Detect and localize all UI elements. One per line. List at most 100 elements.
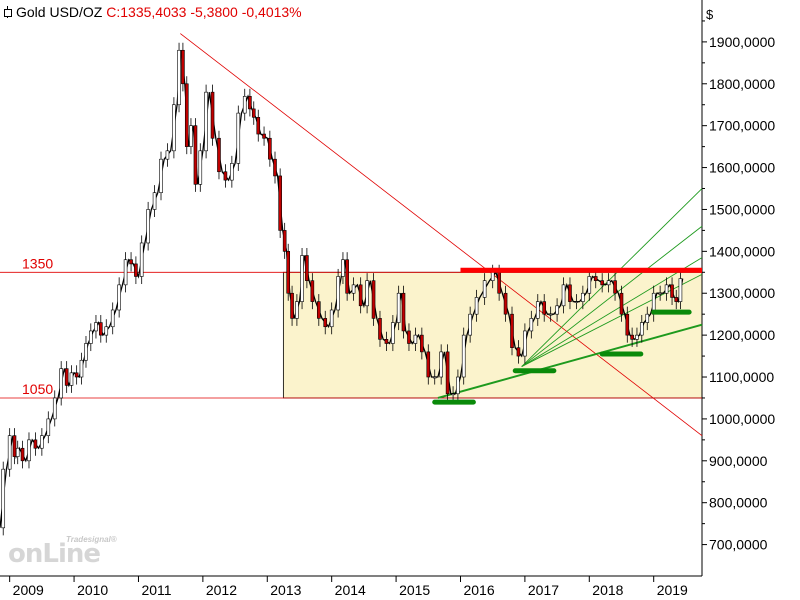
- y-tick-label: 1300,0000: [709, 285, 775, 301]
- candle-body: [542, 301, 547, 315]
- x-tick-label: 2012: [206, 582, 237, 598]
- candle-body: [396, 292, 401, 323]
- y-tick-label: 1600,0000: [709, 160, 775, 176]
- candle-body: [497, 271, 501, 294]
- y-tick-label: 1500,0000: [709, 201, 775, 217]
- candle-body: [52, 397, 57, 420]
- candle-body: [568, 284, 572, 302]
- candle-body: [365, 280, 369, 307]
- candle-body: [574, 301, 579, 303]
- candle-body: [110, 309, 115, 328]
- candle-body: [12, 435, 17, 457]
- candle-body: [378, 318, 382, 340]
- x-tick-label: 2016: [463, 582, 494, 598]
- candle-body: [658, 292, 662, 295]
- y-tick-label: 1700,0000: [709, 118, 775, 134]
- candle-body: [282, 230, 287, 252]
- candle-body: [316, 301, 321, 319]
- candle-body: [329, 309, 334, 328]
- candle-body: [510, 313, 514, 348]
- y-tick-label: 1000,0000: [709, 411, 775, 427]
- candle-body: [561, 284, 566, 307]
- support-resistance-layer: [432, 267, 702, 405]
- downtrend-line: [180, 33, 703, 436]
- candle-body: [474, 297, 479, 315]
- candle-body: [670, 284, 674, 298]
- candle-body: [371, 280, 376, 319]
- x-tick-label: 2018: [592, 582, 623, 598]
- candle-body: [177, 49, 181, 106]
- candle-body: [251, 108, 256, 118]
- candle-body: [268, 137, 272, 160]
- candle-body: [64, 368, 69, 386]
- candle-body: [189, 125, 193, 147]
- symbol-title: Gold USD/OZ: [16, 4, 103, 20]
- trend-line-0: [437, 323, 703, 399]
- candle-body: [46, 418, 51, 436]
- x-tick-label: 2019: [657, 582, 688, 598]
- candle-body: [198, 150, 203, 185]
- y-tick-label: 1400,0000: [709, 243, 775, 259]
- candle-body: [619, 292, 624, 315]
- x-tick-label: 2014: [335, 582, 366, 598]
- x-tick-label: 2015: [399, 582, 430, 598]
- candle-body: [600, 280, 604, 286]
- candle-body: [223, 171, 228, 181]
- candle-body: [1, 468, 6, 529]
- candle-body: [79, 359, 84, 378]
- candle-body: [59, 368, 63, 399]
- candle-body: [439, 351, 443, 378]
- candle-body: [123, 259, 128, 286]
- candle-body: [117, 284, 121, 311]
- candle-body: [172, 104, 176, 152]
- candle-body: [535, 301, 540, 319]
- level-label-1050: 1050: [22, 381, 53, 397]
- candle-body: [451, 393, 455, 396]
- candle-body: [152, 192, 157, 210]
- candle-body: [15, 447, 20, 457]
- candle-body: [341, 259, 345, 277]
- candle-body: [262, 133, 266, 139]
- candle-body: [217, 137, 221, 173]
- candle-body: [432, 376, 437, 379]
- candle-body: [27, 439, 31, 462]
- candle-body: [401, 292, 406, 332]
- candle-body: [674, 297, 679, 302]
- candle-body: [146, 209, 150, 244]
- candle-body: [461, 334, 466, 378]
- candle-body: [426, 351, 431, 378]
- y-tick-label: 1100,0000: [709, 369, 774, 385]
- trend-line-2: [521, 225, 703, 367]
- candle-body: [104, 326, 109, 336]
- candle-body: [159, 158, 163, 193]
- axis-layer: $700,0000 800,0000 900,0000 1000,0000 1100,0…: [0, 0, 775, 598]
- candle-body: [468, 313, 472, 336]
- candle-body: [482, 280, 487, 298]
- candle-body: [181, 49, 185, 85]
- price-series-layer: [0, 42, 684, 536]
- candle-body: [278, 175, 282, 231]
- candle-body: [606, 280, 611, 286]
- x-tick-label: 2013: [270, 582, 301, 598]
- candle-body: [358, 284, 363, 307]
- candle-body: [529, 318, 534, 332]
- candle-body: [664, 284, 669, 294]
- candle-body: [613, 280, 617, 294]
- candle-body: [300, 255, 304, 302]
- y-tick-label: 1200,0000: [709, 327, 775, 343]
- trend-line-1: [521, 188, 703, 367]
- trend-line-3: [521, 257, 703, 367]
- y-tick-label: 800,0000: [709, 495, 768, 511]
- candle-body: [256, 116, 261, 135]
- candle-body: [456, 376, 460, 395]
- candle-body: [581, 292, 585, 302]
- candle-body: [139, 242, 144, 277]
- candle-body: [98, 322, 103, 336]
- candle-body: [193, 125, 198, 185]
- candle-body: [305, 255, 309, 281]
- x-tick-label: 2010: [77, 582, 108, 598]
- candle-body: [20, 447, 25, 462]
- candle-body: [69, 372, 74, 386]
- price-quote: C:1335,4033 -5,3800 -0,4013%: [106, 4, 302, 20]
